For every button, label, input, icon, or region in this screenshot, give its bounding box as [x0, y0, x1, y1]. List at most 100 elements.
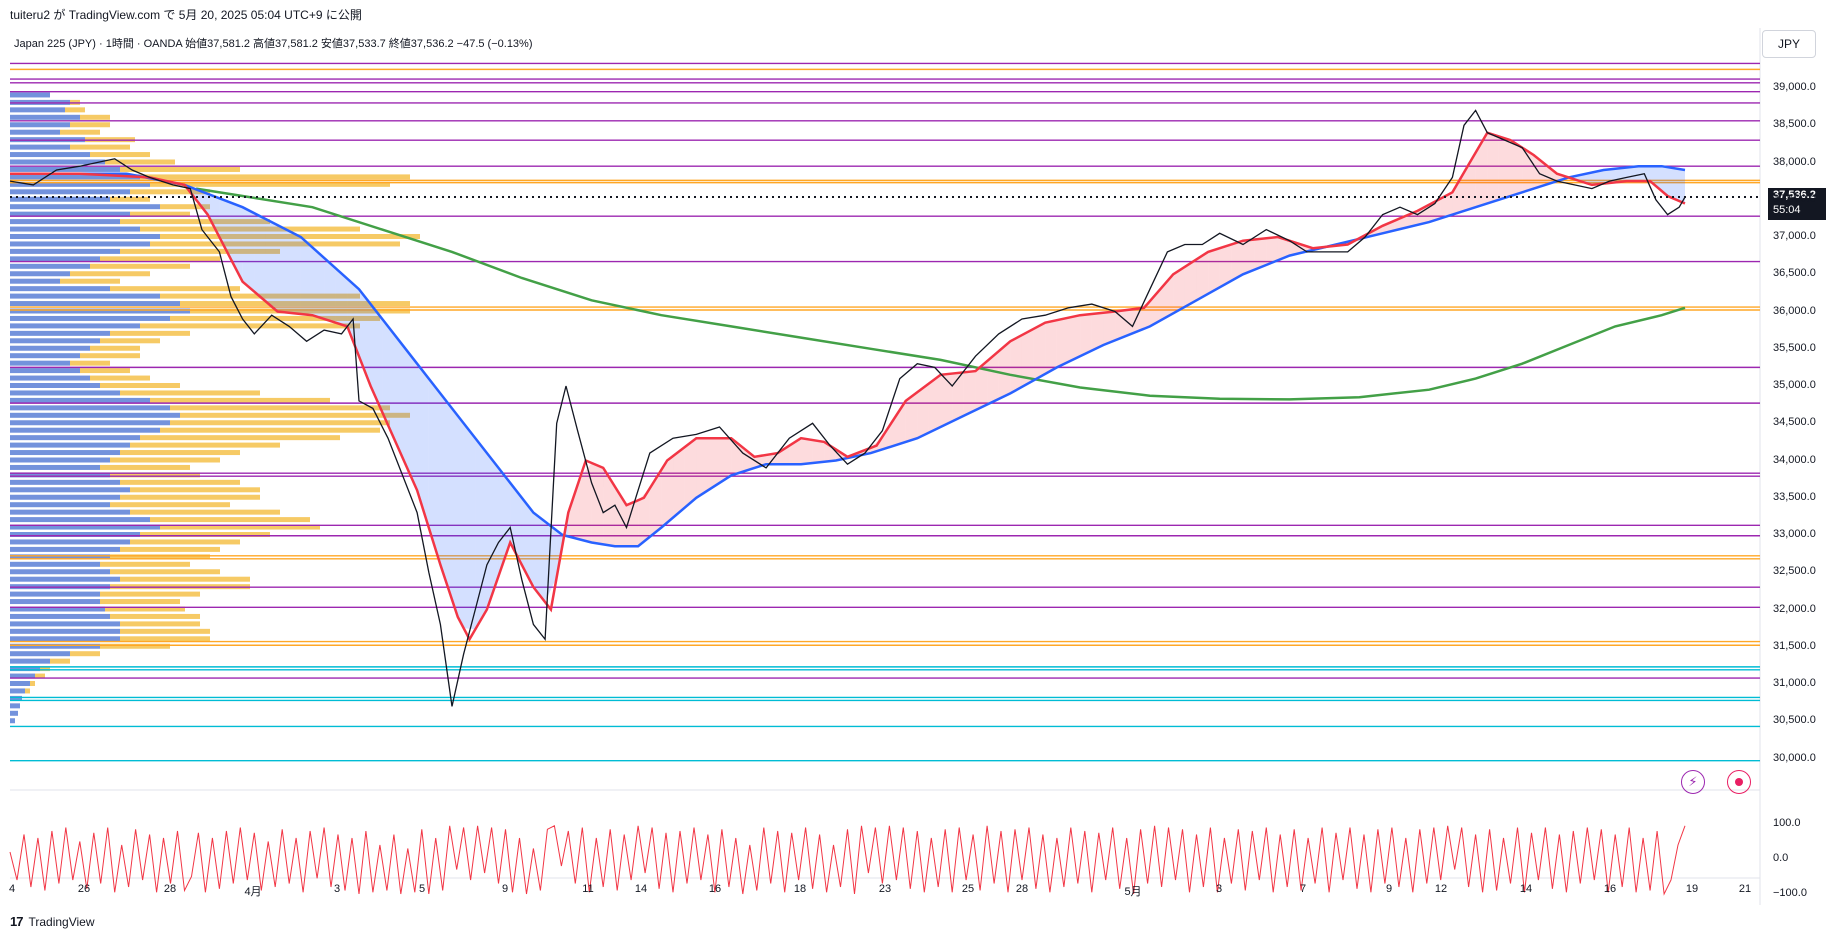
- volume-profile-buy-bar: [10, 472, 110, 478]
- ema-cloud-fill: [1661, 166, 1674, 199]
- time-axis-label: 14: [634, 883, 648, 895]
- volume-profile-sell-bar: [110, 330, 190, 336]
- ema-cloud-fill: [579, 462, 592, 543]
- volume-profile-sell-bar: [160, 204, 210, 210]
- volume-profile-sell-bar: [100, 383, 180, 388]
- volume-profile-sell-bar: [100, 338, 160, 344]
- ema-cloud-fill: [952, 372, 964, 422]
- oscillator-axis-label: −100.0: [1773, 887, 1807, 899]
- volume-profile-buy-bar: [10, 606, 105, 612]
- last-price-value: 37,536.2: [1773, 189, 1816, 201]
- ema-cloud-fill: [1522, 147, 1534, 193]
- volume-profile-buy-bar: [10, 710, 18, 716]
- volume-profile-sell-bar: [180, 412, 410, 418]
- currency-button[interactable]: JPY: [1762, 30, 1816, 58]
- volume-profile-sell-bar: [120, 219, 270, 225]
- last-price-tag: 37,536.2 55:04: [1768, 188, 1826, 220]
- ema-cloud-fill: [1510, 140, 1523, 197]
- ema-cloud-fill: [1021, 328, 1034, 387]
- volume-profile-buy-bar: [10, 92, 50, 98]
- volume-profile-sell-bar: [100, 591, 200, 597]
- volume-profile-sell-bar: [110, 457, 220, 463]
- ema-cloud-fill: [917, 383, 929, 439]
- ema-cloud-fill: [242, 207, 255, 292]
- ema-cloud-fill: [510, 482, 522, 565]
- ema-cloud-fill: [1498, 136, 1511, 200]
- ema-cloud-fill: [486, 453, 499, 610]
- ema-cloud-fill: [1149, 287, 1162, 327]
- volume-profile-sell-bar: [120, 636, 210, 642]
- volume-profile-sell-bar: [130, 509, 280, 515]
- volume-profile-buy-bar: [10, 442, 130, 448]
- ema-cloud-fill: [370, 304, 383, 413]
- volume-profile-buy-bar: [10, 405, 170, 411]
- volume-profile-sell-bar: [40, 666, 50, 672]
- volume-profile-sell-bar: [160, 234, 420, 239]
- volume-profile-sell-bar: [90, 375, 150, 381]
- ema-cloud-fill: [1091, 312, 1104, 351]
- ema-cloud-fill: [300, 237, 313, 316]
- ema-cloud-fill: [882, 418, 895, 450]
- footer-brand[interactable]: 17 TradingView: [10, 914, 95, 929]
- price-axis-label: 37,500.0: [1773, 192, 1816, 205]
- volume-profile-sell-bar: [105, 606, 185, 612]
- volume-profile-buy-bar: [10, 703, 20, 709]
- volume-profile-sell-bar: [110, 554, 210, 560]
- volume-profile-buy-bar: [10, 368, 80, 374]
- price-line: [9, 109, 1686, 707]
- ema-cloud-fill: [231, 202, 243, 282]
- lightning-icon[interactable]: ⚡: [1681, 770, 1705, 794]
- ema-cloud-fill: [1487, 132, 1499, 204]
- ema-cloud-fill: [998, 341, 1011, 400]
- time-axis-label: 3: [1215, 883, 1223, 895]
- time-axis-label: 7: [1299, 883, 1307, 895]
- time-axis-label: 9: [1385, 883, 1393, 895]
- volume-profile-buy-bar: [10, 353, 80, 359]
- ema-cloud-fill: [277, 225, 290, 313]
- time-axis-label: 25: [961, 883, 975, 895]
- volume-profile-buy-bar: [10, 487, 130, 493]
- time-axis-label: 16: [1603, 883, 1617, 895]
- ema-cloud-fill: [928, 374, 941, 433]
- volume-profile-buy-bar: [10, 517, 150, 523]
- ema-cloud-fill: [1056, 317, 1069, 368]
- volume-profile-buy-bar: [10, 301, 180, 307]
- ema-cloud-fill: [824, 441, 836, 462]
- volume-profile-sell-bar: [100, 561, 190, 567]
- price-axis-label: 38,500.0: [1773, 118, 1816, 131]
- volume-profile-sell-bar: [190, 308, 410, 314]
- volume-profile-sell-bar: [70, 360, 110, 366]
- time-axis-label: 3: [333, 883, 341, 895]
- ema-cloud-fill: [1219, 244, 1232, 288]
- volume-profile-sell-bar: [120, 479, 240, 485]
- volume-profile-buy-bar: [10, 308, 190, 314]
- volume-profile-buy-bar: [10, 166, 120, 172]
- volume-profile-sell-bar: [70, 144, 130, 150]
- volume-profile-buy-bar: [10, 286, 110, 292]
- record-icon[interactable]: [1727, 770, 1751, 794]
- volume-profile-sell-bar: [110, 502, 230, 508]
- ema-cloud-fill: [475, 438, 487, 630]
- volume-profile-sell-bar: [150, 397, 330, 403]
- ema-cloud-fill: [1254, 238, 1267, 270]
- price-axis-label: 36,000.0: [1773, 304, 1816, 317]
- volume-profile-sell-bar: [90, 263, 190, 269]
- ema-cloud-fill: [742, 447, 755, 472]
- ema-cloud-fill: [1068, 315, 1081, 362]
- volume-profile-buy-bar: [10, 159, 105, 165]
- ema-cloud-fill: [1591, 169, 1604, 185]
- volume-profile-buy-bar: [10, 181, 150, 187]
- volume-profile-buy-bar: [10, 390, 120, 396]
- ema-cloud-fill: [521, 497, 534, 588]
- volume-profile-buy-bar: [10, 122, 70, 128]
- volume-profile-buy-bar: [10, 539, 130, 545]
- volume-profile-buy-bar: [10, 330, 110, 336]
- volume-profile-buy-bar: [10, 278, 60, 284]
- ema-cloud-fill: [219, 198, 232, 260]
- volume-profile-sell-bar: [130, 442, 280, 448]
- ema-cloud-fill: [335, 268, 348, 327]
- volume-profile-buy-bar: [10, 628, 120, 634]
- volume-profile-sell-bar: [90, 152, 150, 158]
- volume-profile-buy-bar: [10, 144, 70, 150]
